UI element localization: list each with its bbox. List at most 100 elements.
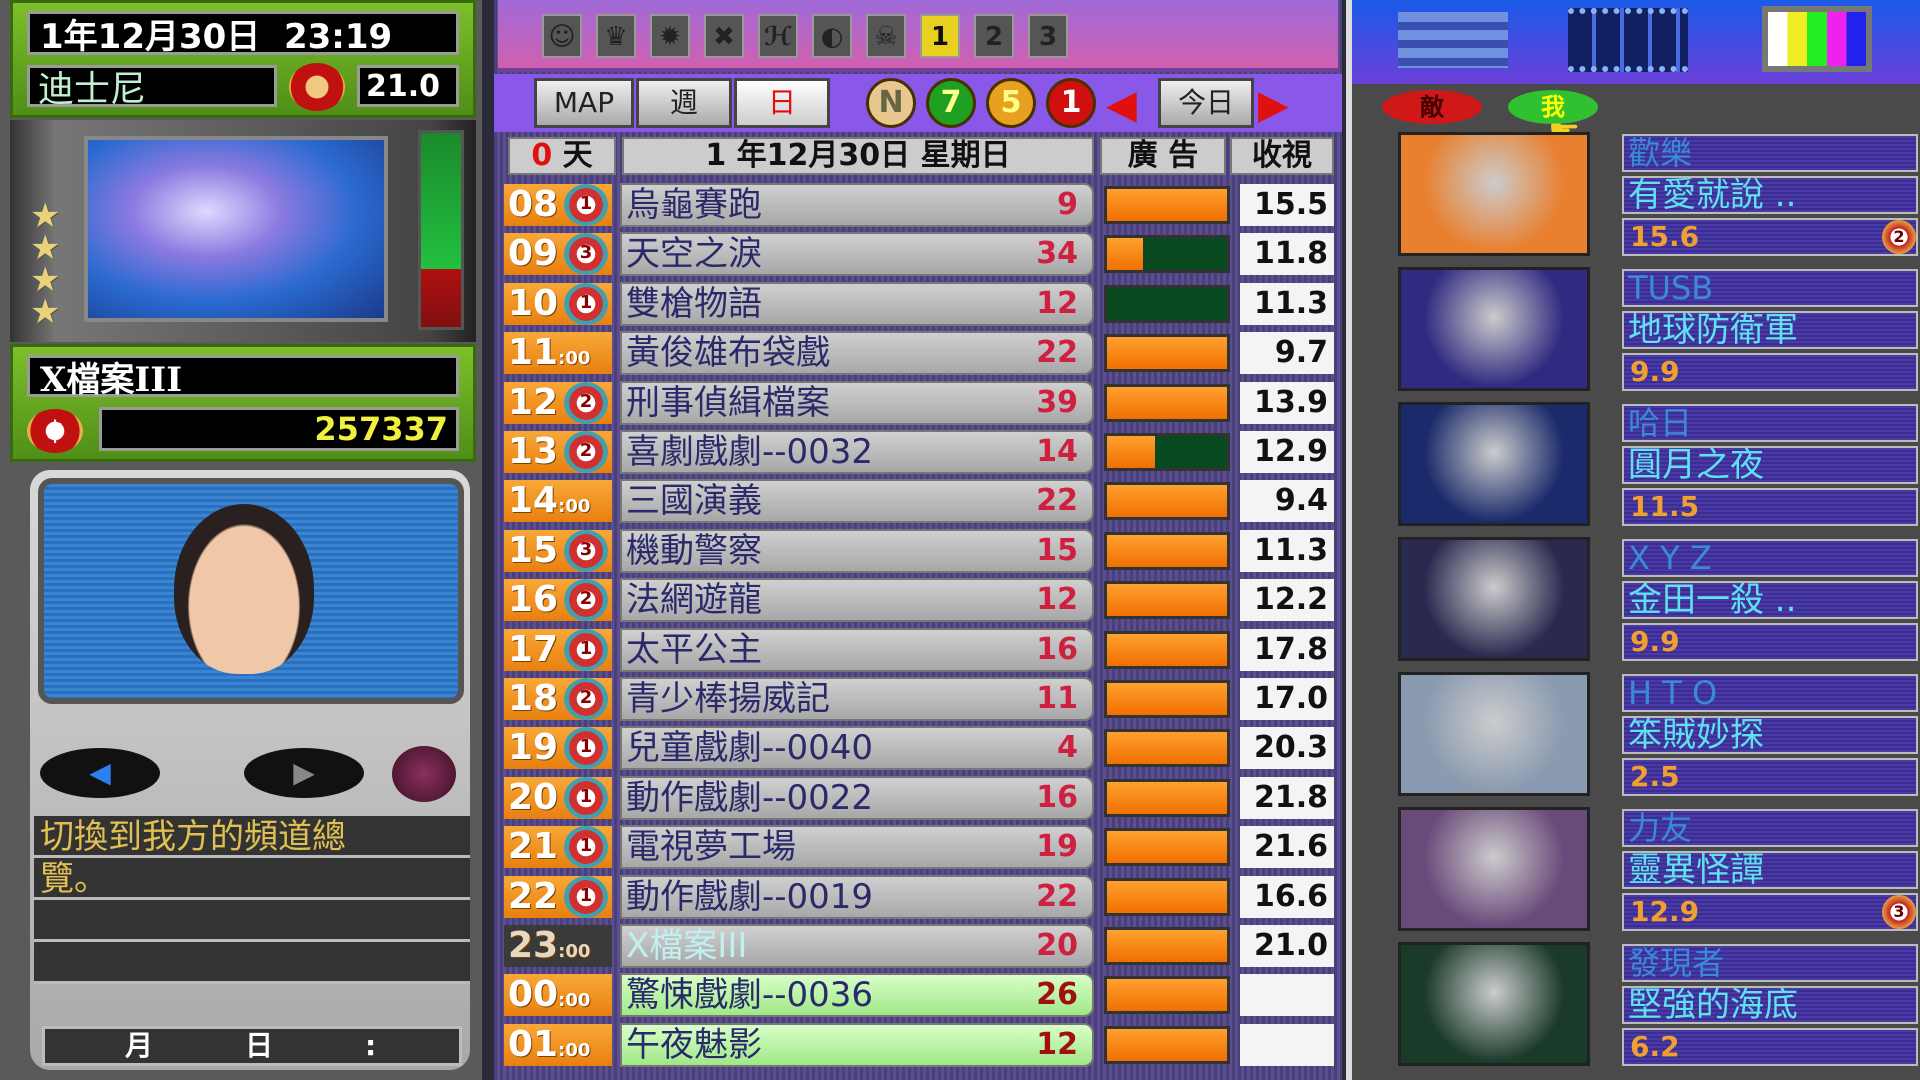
program-title[interactable]: 動作戲劇--0019 22 [620, 874, 1094, 919]
schedule-row[interactable]: 15 3 機動警察 15 11.3 [504, 528, 1334, 574]
filter-coin-1[interactable]: 1 [1046, 78, 1096, 128]
program-name: 烏龜賽跑 [626, 185, 762, 225]
rival-channel-card[interactable]: TUSB 地球防衛軍 9.9 [1352, 263, 1920, 397]
schedule-row[interactable]: 23:00 X檔案III 20 21.0 [504, 923, 1334, 969]
schedule-row[interactable]: 10 1 雙槍物語 12 11.3 [504, 281, 1334, 327]
program-title[interactable]: 法網遊龍 12 [620, 578, 1094, 623]
program-title[interactable]: 動作戲劇--0022 16 [620, 775, 1094, 820]
globe-icon[interactable]: ◐ [812, 14, 852, 58]
program-title[interactable]: 烏龜賽跑 9 [620, 183, 1094, 227]
schedule-row[interactable]: 12 2 刑事偵緝檔案 39 13.9 [504, 380, 1334, 426]
face-icon[interactable]: ☺ [542, 14, 582, 58]
day-button[interactable]: 日 [734, 78, 830, 128]
ad-bar[interactable] [1104, 334, 1230, 373]
next-button[interactable]: ▶ [244, 748, 364, 798]
rival-channel-card[interactable]: 哈日 圓月之夜 11.5 [1352, 398, 1920, 532]
ad-bar[interactable] [1104, 531, 1230, 570]
rival-channel-card[interactable]: H T O 笨賊妙探 2.5 [1352, 668, 1920, 802]
channel-3-button[interactable]: 3 [1028, 14, 1068, 58]
program-title[interactable]: X檔案III 20 [620, 924, 1094, 968]
program-title[interactable]: 三國演義 22 [620, 479, 1094, 524]
mine-toggle[interactable]: 我 [1508, 90, 1598, 124]
schedule-row[interactable]: 20 1 動作戲劇--0022 16 21.8 [504, 775, 1334, 821]
schedule-row[interactable]: 18 2 青少棒揚威記 11 17.0 [504, 676, 1334, 722]
record-button[interactable] [392, 746, 456, 802]
schedule-row[interactable]: 13 2 喜劇戲劇--0032 14 12.9 [504, 429, 1334, 475]
program-title[interactable]: 太平公主 16 [620, 627, 1094, 672]
prev-day-arrow[interactable]: ◀ [1106, 82, 1137, 128]
rival-channel-card[interactable]: 歡樂 有愛就說 .. 15.6 2 [1352, 128, 1920, 262]
rival-rating: 9.9 [1622, 353, 1918, 391]
ad-bar[interactable] [1104, 482, 1230, 521]
schedule-row[interactable]: 21 1 電視夢工場 19 21.6 [504, 824, 1334, 870]
program-title[interactable]: 午夜魅影 12 [620, 1022, 1094, 1067]
program-title[interactable]: 黃俊雄布袋戲 22 [620, 331, 1094, 376]
rival-rating: 2.5 [1622, 758, 1918, 796]
channel-1-button[interactable]: 1 [920, 14, 960, 58]
ad-fill [1107, 732, 1227, 765]
program-title[interactable]: 驚悚戲劇--0036 26 [620, 973, 1094, 1018]
program-title[interactable]: 喜劇戲劇--0032 14 [620, 430, 1094, 474]
ad-bar[interactable] [1104, 729, 1230, 768]
ad-bar[interactable] [1104, 976, 1230, 1015]
prev-button[interactable]: ◀ [40, 748, 160, 798]
ad-bar[interactable] [1104, 383, 1230, 422]
grid-view-icon[interactable] [1398, 12, 1508, 68]
ad-bar[interactable] [1104, 581, 1230, 620]
schedule-row[interactable]: 17 1 太平公主 16 17.8 [504, 627, 1334, 673]
ad-bar[interactable] [1104, 828, 1230, 867]
message-line: 覽。 [34, 858, 470, 900]
filter-coin-N[interactable]: N [866, 78, 916, 128]
ad-bar[interactable] [1104, 630, 1230, 669]
ad-bar[interactable] [1104, 680, 1230, 718]
rival-channel-card[interactable]: 力友 靈異怪譚 12.9 3 [1352, 803, 1920, 937]
ad-bar[interactable] [1104, 927, 1230, 965]
building-icon[interactable]: ♛ [596, 14, 636, 58]
ad-bar[interactable] [1104, 235, 1230, 274]
schedule-row[interactable]: 01:00 午夜魅影 12 [504, 1022, 1334, 1068]
ad-bar[interactable] [1104, 284, 1230, 323]
program-title[interactable]: 雙槍物語 12 [620, 281, 1094, 326]
rival-channel-card[interactable]: X Y Z 金田一殺 .. 9.9 [1352, 533, 1920, 667]
ad-bar[interactable] [1104, 877, 1230, 916]
filter-coin-5[interactable]: 5 [986, 78, 1036, 128]
schedule-row[interactable]: 09 3 天空之淚 34 11.8 [504, 231, 1334, 277]
test-pattern-tv-icon[interactable] [1762, 6, 1872, 72]
ad-bar[interactable] [1104, 433, 1230, 471]
enemy-toggle[interactable]: 敵 [1382, 90, 1482, 124]
schedule-row[interactable]: 16 2 法網遊龍 12 12.2 [504, 577, 1334, 623]
cross-icon[interactable]: ✖ [704, 14, 744, 58]
program-title[interactable]: 刑事偵緝檔案 39 [620, 380, 1094, 425]
program-thumbnail [1398, 537, 1590, 661]
ad-bar[interactable] [1104, 1025, 1230, 1064]
sun-icon[interactable]: ✹ [650, 14, 690, 58]
rival-rating: 6.2 [1622, 1028, 1918, 1066]
schedule-row[interactable]: 11:00 黃俊雄布袋戲 22 9.7 [504, 330, 1334, 376]
signature-icon[interactable]: ℋ [758, 14, 798, 58]
schedule-row[interactable]: 14:00 三國演義 22 9.4 [504, 478, 1334, 524]
rival-channel-card[interactable]: 發現者 堅強的海底 6.2 [1352, 938, 1920, 1072]
program-title[interactable]: 青少棒揚威記 11 [620, 677, 1094, 721]
crown-face-icon[interactable]: ☠ [866, 14, 906, 58]
program-title[interactable]: 機動警察 15 [620, 528, 1094, 573]
ad-bar[interactable] [1104, 778, 1230, 817]
schedule-row[interactable]: 08 1 烏龜賽跑 9 15.5 [504, 182, 1334, 228]
filter-coin-7[interactable]: 7 [926, 78, 976, 128]
program-title[interactable]: 天空之淚 34 [620, 232, 1094, 277]
program-title[interactable]: 兒童戲劇--0040 4 [620, 726, 1094, 771]
film-icon[interactable] [1568, 8, 1688, 72]
schedule-row[interactable]: 19 1 兒童戲劇--0040 4 20.3 [504, 725, 1334, 771]
channel-2-button[interactable]: 2 [974, 14, 1014, 58]
days-count: 0 [531, 138, 553, 173]
ad-bar[interactable] [1104, 186, 1230, 224]
week-button[interactable]: 週 [636, 78, 732, 128]
status-panel: 1年12月30日 23:19 迪士尼 21.0 ★ ★ ★ ★ X檔案III $ 25… [0, 0, 482, 1080]
schedule-row[interactable]: 22 1 動作戲劇--0019 22 16.6 [504, 874, 1334, 920]
today-button[interactable]: 今日 [1158, 78, 1254, 128]
map-button[interactable]: MAP [534, 78, 634, 128]
rival-show-name: 有愛就說 .. [1622, 176, 1918, 214]
program-title[interactable]: 電視夢工場 19 [620, 825, 1094, 870]
next-day-arrow[interactable]: ▶ [1258, 82, 1289, 128]
schedule-row[interactable]: 00:00 驚悚戲劇--0036 26 [504, 972, 1334, 1018]
